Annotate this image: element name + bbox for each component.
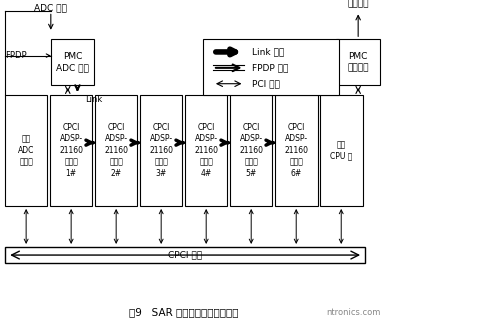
Bar <box>5 247 365 263</box>
Bar <box>275 95 318 206</box>
Text: Link: Link <box>85 95 102 104</box>
Text: CPCI
ADSP-
21160
处理板
4#: CPCI ADSP- 21160 处理板 4# <box>194 123 218 178</box>
Bar <box>230 95 272 206</box>
Text: ntronics.com: ntronics.com <box>326 308 380 317</box>
Text: CPCI
ADSP-
21160
处理板
2#: CPCI ADSP- 21160 处理板 2# <box>104 123 128 178</box>
Bar <box>185 95 227 206</box>
Text: 图9   SAR 实时成像系统硬件平台: 图9 SAR 实时成像系统硬件平台 <box>129 307 239 317</box>
Text: 双路
ADC
采集板: 双路 ADC 采集板 <box>18 134 34 166</box>
Bar <box>5 95 47 206</box>
Bar <box>140 95 182 206</box>
Text: PMC
输出接口: PMC 输出接口 <box>348 52 369 72</box>
Text: CPCI 总线: CPCI 总线 <box>168 250 202 260</box>
Text: CPCI
ADSP-
21160
处理板
6#: CPCI ADSP- 21160 处理板 6# <box>284 123 308 178</box>
Bar <box>203 39 339 95</box>
Bar <box>320 95 363 206</box>
Bar <box>336 39 380 85</box>
Text: Link 网络: Link 网络 <box>252 47 284 57</box>
Bar <box>51 39 94 85</box>
Text: PCI 总线: PCI 总线 <box>252 79 280 88</box>
Text: PMC
ADC 接口: PMC ADC 接口 <box>56 52 89 72</box>
Bar <box>95 95 137 206</box>
Text: CPCI
ADSP-
21160
处理板
5#: CPCI ADSP- 21160 处理板 5# <box>239 123 263 178</box>
Text: CPCI
ADSP-
21160
处理板
3#: CPCI ADSP- 21160 处理板 3# <box>149 123 173 178</box>
Text: 结果输出: 结果输出 <box>348 0 369 8</box>
Text: FPDP 接口: FPDP 接口 <box>252 63 288 72</box>
Text: ADC 数据: ADC 数据 <box>34 4 67 13</box>
Text: CPCI
ADSP-
21160
处理板
1#: CPCI ADSP- 21160 处理板 1# <box>59 123 83 178</box>
Bar <box>50 95 92 206</box>
Text: FPDP: FPDP <box>5 51 27 60</box>
Text: 主机
CPU 板: 主机 CPU 板 <box>330 140 352 161</box>
